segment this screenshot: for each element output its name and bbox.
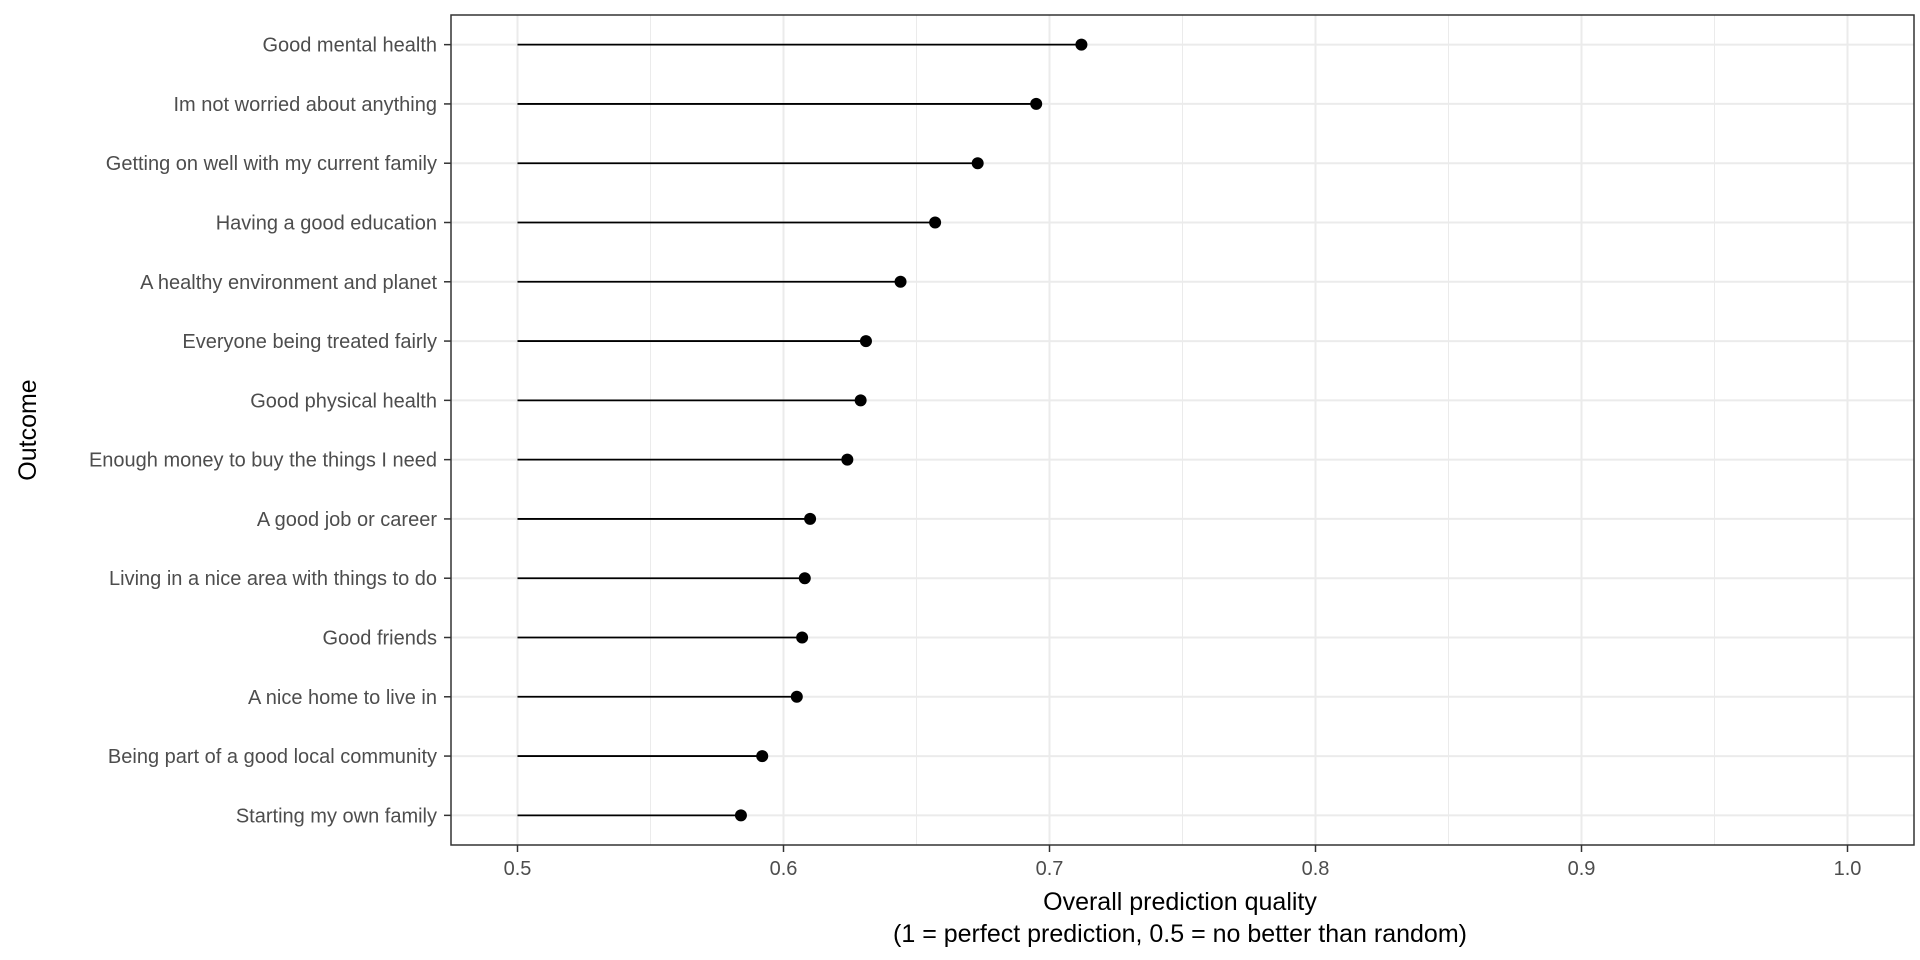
y-axis-ticks: Good mental health Im not worried about a…	[89, 35, 451, 827]
y-tick-label: Enough money to buy the things I need	[89, 450, 437, 472]
data-point	[841, 453, 854, 466]
y-tick-label: A good job or career	[257, 509, 437, 531]
gridlines	[451, 15, 1914, 845]
y-tick-label: Having a good education	[216, 213, 437, 235]
x-axis-ticks: 0.5 0.6 0.7 0.8 0.9 1.0	[504, 845, 1862, 880]
data-point	[894, 275, 907, 288]
x-tick-label: 0.8	[1302, 858, 1330, 880]
data-point	[790, 690, 803, 703]
y-axis-title: Outcome	[14, 379, 42, 480]
data-point	[929, 216, 942, 229]
lollipop-stems	[517, 43, 1082, 817]
y-tick-label: Im not worried about anything	[174, 94, 438, 116]
x-tick-label: 0.6	[770, 858, 798, 880]
data-point	[1075, 38, 1088, 51]
y-tick-label: Living in a nice area with things to do	[109, 568, 437, 590]
x-axis-title-line2: (1 = perfect prediction, 0.5 = no better…	[893, 920, 1467, 948]
data-point	[1030, 97, 1043, 110]
data-point	[734, 809, 747, 822]
data-point	[796, 631, 809, 644]
data-point	[971, 157, 984, 170]
y-tick-label: Getting on well with my current family	[106, 153, 437, 175]
data-point	[854, 394, 867, 407]
y-tick-label: Good mental health	[262, 35, 437, 57]
x-tick-label: 1.0	[1834, 858, 1862, 880]
y-tick-label: A healthy environment and planet	[140, 272, 437, 294]
y-tick-label: Starting my own family	[236, 805, 437, 827]
y-tick-label: Good friends	[322, 628, 437, 650]
x-tick-label: 0.7	[1036, 858, 1064, 880]
x-tick-label: 0.5	[504, 858, 532, 880]
y-tick-label: Good physical health	[250, 390, 437, 412]
data-point	[756, 750, 769, 763]
y-tick-label: A nice home to live in	[248, 687, 437, 709]
x-tick-label: 0.9	[1568, 858, 1596, 880]
data-point	[798, 572, 811, 585]
data-point	[859, 335, 872, 348]
lollipop-points	[734, 38, 1088, 822]
panel-border	[450, 14, 1915, 846]
data-point	[804, 512, 817, 525]
x-axis-title-line1: Overall prediction quality	[1043, 888, 1317, 916]
y-tick-label: Being part of a good local community	[108, 746, 437, 768]
y-tick-label: Everyone being treated fairly	[182, 331, 437, 353]
